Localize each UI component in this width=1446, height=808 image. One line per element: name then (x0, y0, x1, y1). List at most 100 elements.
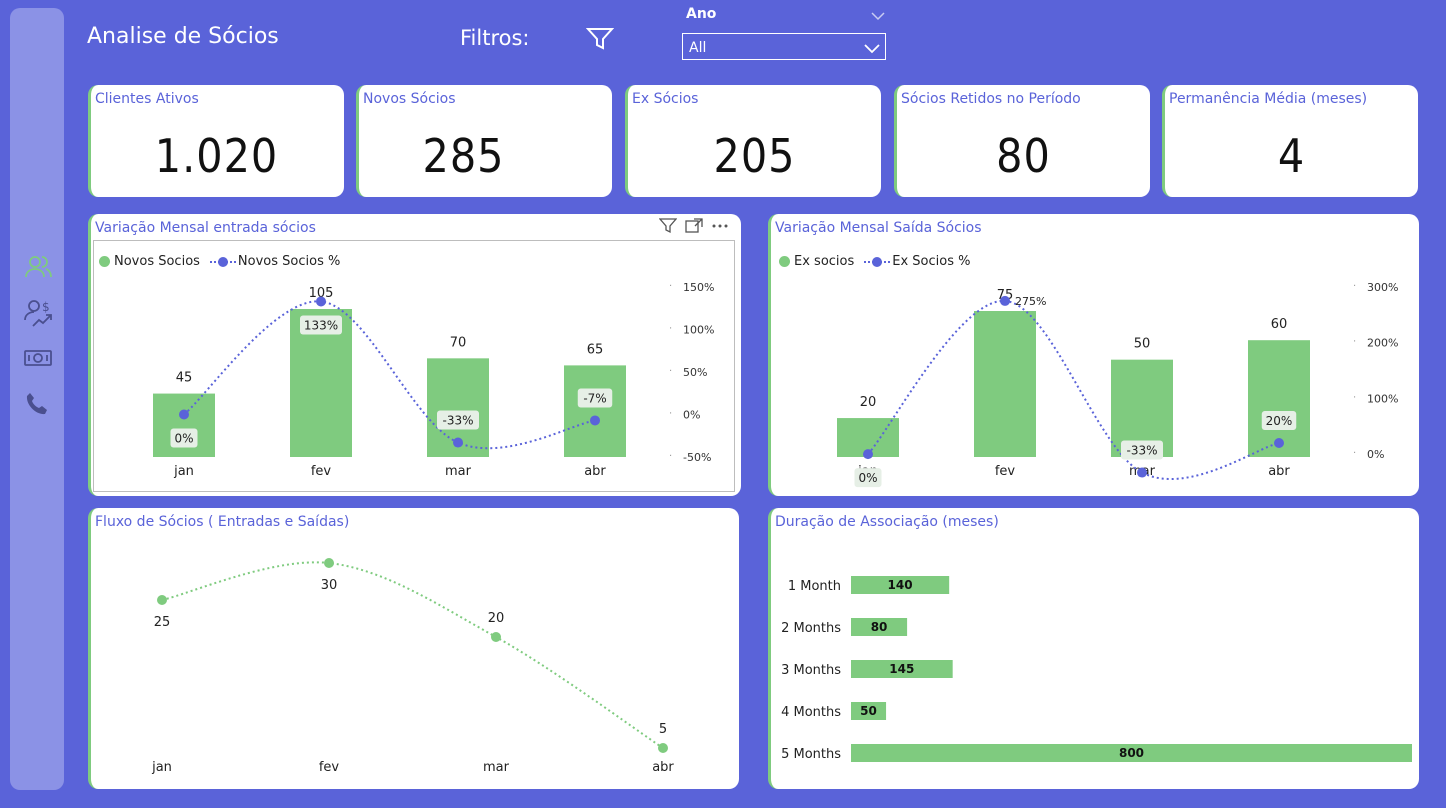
bar (564, 365, 626, 457)
line-point (863, 449, 873, 460)
phone-icon[interactable] (24, 391, 52, 419)
line-point (179, 409, 189, 420)
x-axis-tick-label: mar (483, 760, 510, 775)
kpi-value: 4 (1277, 129, 1306, 183)
chart-legend: Ex socios Ex Socios % (779, 254, 970, 269)
kpi-label: Novos Sócios (363, 91, 456, 107)
axis-tick-mark: · (1353, 337, 1356, 348)
banknote-icon[interactable] (24, 348, 52, 376)
svg-text:$: $ (42, 300, 50, 314)
chevron-down-icon[interactable] (870, 6, 886, 25)
kpi-label: Permanência Média (meses) (1169, 91, 1368, 107)
axis-tick-label: 50% (683, 366, 707, 379)
legend-label: Ex socios (794, 254, 855, 269)
line-point (491, 632, 501, 642)
filter-icon[interactable] (585, 26, 615, 56)
bar-data-label: 70 (450, 335, 467, 350)
axis-tick-mark: · (1353, 392, 1356, 403)
users-icon[interactable] (24, 253, 52, 281)
kpi-label: Ex Sócios (632, 91, 699, 107)
line-data-label: 30 (321, 578, 338, 593)
year-slicer-dropdown[interactable]: All (682, 33, 886, 60)
line-data-label-box (1261, 411, 1297, 430)
chart-title: Fluxo de Sócios ( Entradas e Saídas) (95, 514, 350, 530)
bar-data-label: 45 (176, 371, 193, 386)
bar (851, 702, 887, 720)
axis-tick-mark: · (669, 324, 672, 335)
x-axis-tick-label: abr (652, 760, 674, 775)
chart-duracao-associacao[interactable]: Duração de Associação (meses) 1 Month 140… (768, 508, 1419, 789)
chart-entrada-socios[interactable]: Variação Mensal entrada sócios Novos Soc… (88, 214, 741, 496)
legend-label: Novos Socios (114, 254, 200, 269)
kpi-card-novos-socios[interactable]: Novos Sócios 285 (356, 85, 612, 197)
bar-data-label: 60 (1271, 317, 1288, 332)
axis-tick-label: 150% (683, 281, 714, 294)
chart-legend: Novos Socios Novos Socios % (99, 254, 340, 269)
visual-header-tools (658, 218, 729, 238)
more-options-icon[interactable] (711, 218, 729, 238)
line-data-label-box (1121, 440, 1163, 460)
line-data-label: -33% (1126, 444, 1157, 458)
bar-data-label: 145 (889, 662, 914, 676)
chart-saida-socios[interactable]: Variação Mensal Saída Sócios Ex socios E… (768, 214, 1419, 496)
line-data-label: 0% (858, 471, 877, 485)
kpi-label: Clientes Ativos (95, 91, 199, 107)
line-data-label-box (437, 410, 479, 430)
y-axis-tick-label: 5 Months (781, 747, 841, 762)
line-point (324, 558, 334, 568)
line-data-label: 5 (659, 722, 667, 737)
bar (851, 618, 908, 636)
bar (851, 744, 1412, 762)
axis-tick-label: 100% (683, 324, 714, 337)
page-title: Analise de Sócios (87, 24, 279, 49)
chart-title: Variação Mensal entrada sócios (95, 220, 316, 236)
kpi-value: 285 (422, 129, 505, 183)
axis-tick-mark: · (1353, 448, 1356, 459)
axis-tick-label: 0% (1367, 448, 1384, 461)
line-data-label: 0% (174, 432, 193, 446)
x-axis-tick-label: abr (584, 464, 606, 479)
line-data-label: 20 (488, 611, 505, 626)
legend-label: Ex Socios % (892, 254, 971, 269)
bar (851, 660, 953, 678)
line-data-label-box (854, 468, 882, 488)
x-axis-tick-label: fev (319, 760, 340, 775)
slicer-selected-value: All (689, 40, 707, 56)
kpi-value: 80 (996, 129, 1051, 183)
chart-fluxo-socios[interactable]: Fluxo de Sócios ( Entradas e Saídas) 25 j… (88, 508, 739, 789)
line-point (157, 595, 167, 605)
user-money-icon[interactable]: $ (24, 298, 52, 327)
kpi-card-socios-retidos[interactable]: Sócios Retidos no Período 80 (894, 85, 1150, 197)
line-data-label-box (170, 428, 198, 448)
focus-mode-icon[interactable] (685, 218, 703, 238)
line-point (1274, 438, 1284, 448)
bar (1248, 340, 1310, 457)
chart-title: Duração de Associação (meses) (775, 514, 999, 530)
line-point (590, 415, 600, 426)
kpi-card-permanencia-media[interactable]: Permanência Média (meses) 4 (1162, 85, 1418, 197)
axis-tick-mark: · (1353, 281, 1356, 292)
x-axis-tick-label: abr (1268, 464, 1290, 479)
line-data-label: -33% (442, 414, 473, 428)
filter-icon[interactable] (658, 218, 678, 238)
line-data-label: 275% (1015, 295, 1046, 308)
x-axis-tick-label: fev (311, 464, 332, 479)
axis-tick-label: 0% (683, 409, 700, 422)
kpi-card-clientes-ativos[interactable]: Clientes Ativos 1.020 (88, 85, 344, 197)
kpi-card-ex-socios[interactable]: Ex Sócios 205 (625, 85, 881, 197)
bar-data-label: 50 (860, 704, 877, 718)
line-data-label: 20% (1266, 414, 1293, 428)
axis-tick-mark: · (669, 409, 672, 420)
axis-tick-mark: · (669, 281, 672, 292)
y-axis-tick-label: 1 Month (788, 579, 841, 594)
legend-marker (779, 256, 790, 267)
legend-marker (864, 256, 891, 267)
line-point (1137, 467, 1147, 478)
x-axis-tick-label: jan (173, 464, 194, 479)
x-axis-tick-label: mar (445, 464, 472, 479)
axis-tick-label: 100% (1367, 392, 1398, 405)
kpi-value: 1.020 (154, 129, 279, 183)
sidebar: $ (10, 8, 64, 790)
visual-focus-border (93, 240, 735, 492)
axis-tick-mark: · (669, 451, 672, 462)
